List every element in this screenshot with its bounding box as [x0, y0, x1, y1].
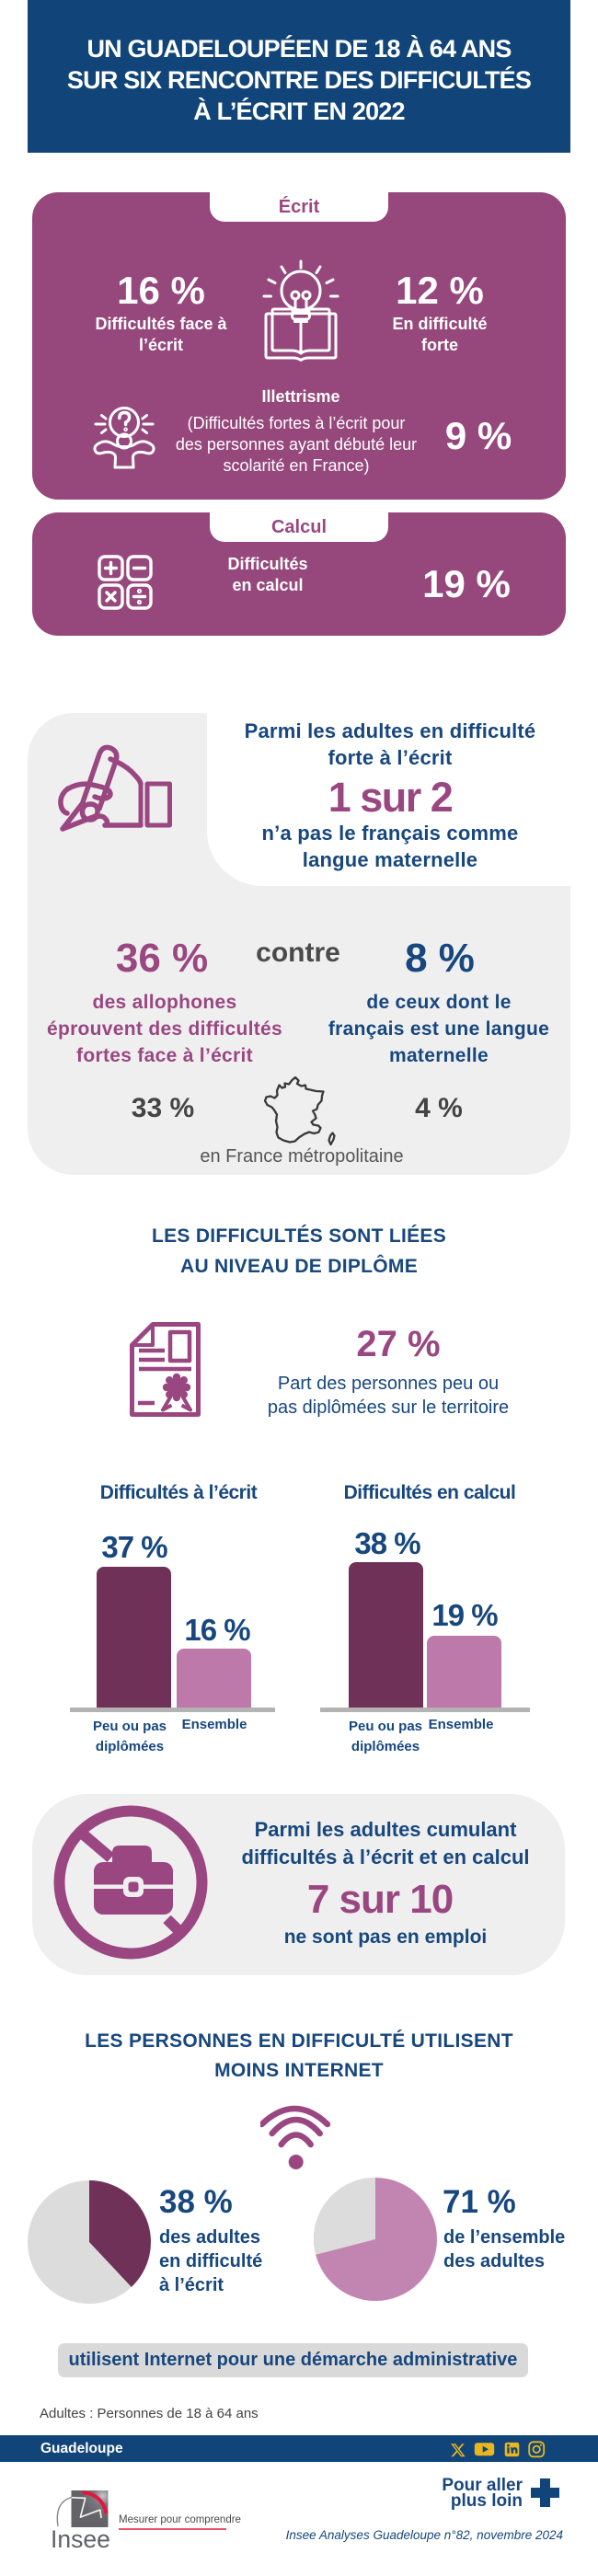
svg-text:Insee: Insee: [51, 2525, 110, 2553]
